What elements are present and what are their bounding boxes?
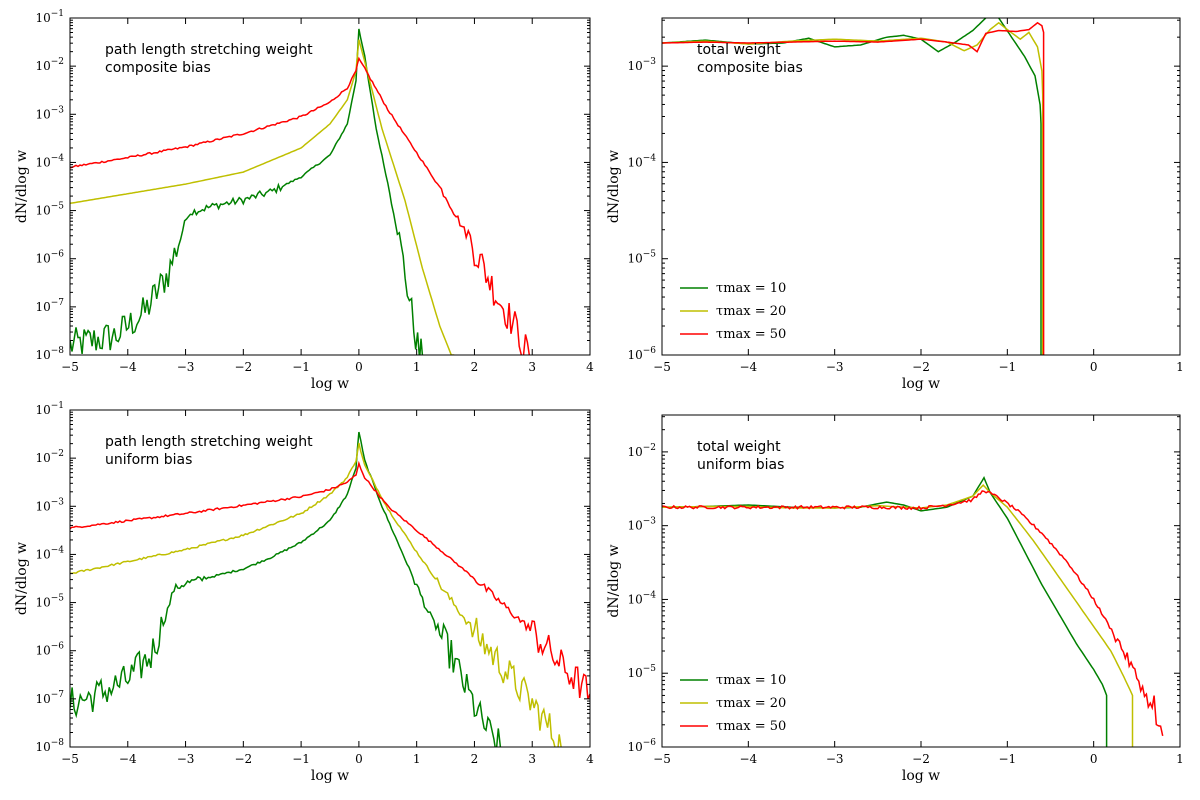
- annotation-line: total weight: [697, 439, 781, 455]
- legend-label: τmax = 20: [716, 696, 786, 711]
- x-tick-label: −3: [177, 360, 195, 374]
- x-tick-label: 4: [586, 752, 594, 766]
- annotation-line: uniform bias: [697, 457, 784, 473]
- plot-frame: [69, 17, 591, 356]
- y-axis-label: dN/dlog w: [606, 150, 622, 223]
- x-tick-label: −5: [653, 360, 671, 374]
- y-tick-label: 10−5: [627, 250, 656, 266]
- x-tick-label: 3: [528, 752, 536, 766]
- series-line-2: [70, 442, 562, 747]
- x-tick-label: 2: [471, 360, 479, 374]
- legend-label: τmax = 20: [716, 304, 786, 319]
- series-line-3: [662, 21, 1045, 355]
- x-tick-label: 1: [413, 360, 421, 374]
- legend-label: τmax = 10: [716, 281, 786, 296]
- y-axis-label: dN/dlog w: [606, 544, 622, 617]
- y-tick-label: 10−7: [35, 690, 64, 706]
- y-tick-label: 10−8: [35, 738, 64, 754]
- y-tick-label: 10−3: [627, 57, 656, 73]
- y-tick-label: 10−6: [35, 250, 64, 266]
- y-tick-label: 10−4: [35, 153, 64, 169]
- series-line-2: [70, 39, 455, 355]
- series-line-1: [70, 431, 502, 747]
- x-tick-label: 1: [1176, 360, 1184, 374]
- y-tick-label: 10−5: [35, 202, 64, 218]
- y-tick-label: 10−4: [35, 545, 64, 561]
- annotation-line: path length stretching weight: [105, 434, 313, 450]
- y-tick-label: 10−8: [35, 346, 64, 362]
- x-tick-label: 0: [1090, 360, 1098, 374]
- y-tick-label: 10−2: [35, 57, 64, 73]
- annotation-line: total weight: [697, 42, 781, 58]
- x-tick-label: −4: [119, 752, 137, 766]
- x-tick-label: 0: [355, 360, 363, 374]
- x-tick-label: −4: [739, 360, 757, 374]
- x-tick-label: 4: [586, 360, 594, 374]
- x-tick-label: −1: [292, 360, 310, 374]
- x-tick-label: −4: [739, 752, 757, 766]
- y-tick-label: 10−5: [627, 664, 656, 680]
- y-tick-label: 10−3: [35, 497, 64, 513]
- x-tick-label: −5: [653, 752, 671, 766]
- x-tick-label: −2: [912, 360, 930, 374]
- y-axis-label: dN/dlog w: [14, 150, 30, 223]
- x-tick-label: 1: [413, 752, 421, 766]
- x-tick-label: −2: [234, 360, 252, 374]
- x-tick-label: −1: [998, 752, 1016, 766]
- x-tick-label: −2: [234, 752, 252, 766]
- y-tick-label: 10−4: [627, 153, 656, 169]
- y-tick-label: 10−1: [35, 9, 64, 25]
- x-tick-label: −3: [177, 752, 195, 766]
- x-tick-label: −1: [292, 752, 310, 766]
- panel-top-left: −5 −4 −3 −2 −1 0 1 2 3 4 10−8 10−7 10−6 10−5 10−4 10−3 1…: [14, 9, 594, 392]
- y-tick-label: 10−2: [35, 449, 64, 465]
- y-tick-label: 10−6: [627, 346, 656, 362]
- series-line-1: [662, 476, 1108, 747]
- annotation-line: composite bias: [697, 60, 803, 76]
- annotation-line: path length stretching weight: [105, 42, 313, 58]
- y-tick-label: 10−3: [35, 105, 64, 121]
- x-tick-label: 1: [1176, 752, 1184, 766]
- panel-bottom-left: −5 −4 −3 −2 −1 0 1 2 3 4 10−8 10−7 10−6 10−5 10−4 10−3 1…: [14, 401, 594, 784]
- x-tick-label: −2: [912, 752, 930, 766]
- x-axis-label: log w: [311, 376, 349, 392]
- x-axis-label: log w: [311, 768, 349, 784]
- series-line-3: [70, 460, 590, 700]
- y-tick-label: 10−7: [35, 298, 64, 314]
- y-tick-label: 10−6: [627, 738, 656, 754]
- x-tick-label: 3: [528, 360, 536, 374]
- x-tick-label: 0: [1090, 752, 1098, 766]
- x-tick-label: −3: [826, 360, 844, 374]
- x-tick-label: −4: [119, 360, 137, 374]
- plot-frame: [69, 409, 591, 748]
- y-tick-label: 10−3: [627, 517, 656, 533]
- y-tick-label: 10−1: [35, 401, 64, 417]
- y-tick-label: 10−5: [35, 594, 64, 610]
- x-tick-label: −1: [998, 360, 1016, 374]
- x-tick-label: 2: [471, 752, 479, 766]
- legend-label: τmax = 50: [716, 719, 786, 734]
- y-tick-label: 10−6: [35, 642, 64, 658]
- x-tick-label: −5: [61, 360, 79, 374]
- legend-label: τmax = 50: [716, 327, 786, 342]
- series-line-3: [662, 490, 1164, 737]
- series-line-3: [70, 56, 531, 355]
- annotation-line: uniform bias: [105, 452, 192, 468]
- panel-bottom-right: −5 −4 −3 −2 −1 0 1 10−6 10−5 10−4 10−3 10−2 log w dN/…: [606, 414, 1184, 784]
- x-axis-label: log w: [902, 768, 940, 784]
- annotation-line: composite bias: [105, 60, 211, 76]
- x-tick-label: −5: [61, 752, 79, 766]
- x-tick-label: 0: [355, 752, 363, 766]
- y-tick-label: 10−4: [627, 590, 656, 606]
- legend-label: τmax = 10: [716, 673, 786, 688]
- x-tick-label: −3: [826, 752, 844, 766]
- y-tick-label: 10−2: [627, 443, 656, 459]
- y-axis-label: dN/dlog w: [14, 542, 30, 615]
- x-axis-label: log w: [902, 376, 940, 392]
